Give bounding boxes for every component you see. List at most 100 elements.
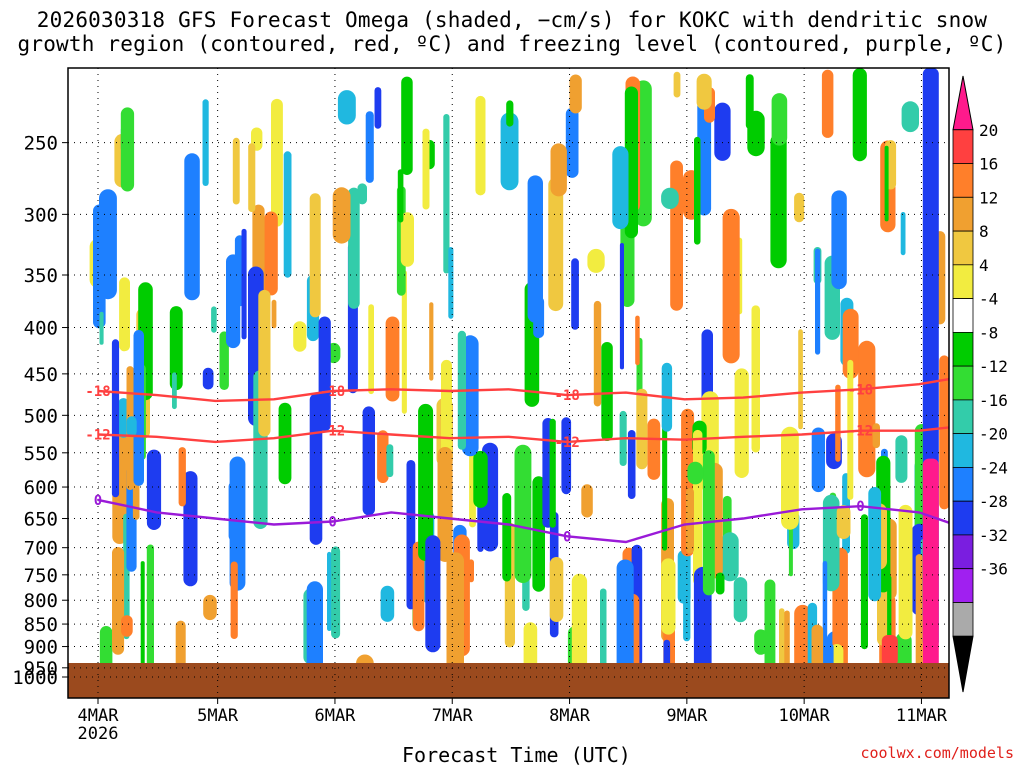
omega-cell <box>661 187 679 209</box>
omega-cell <box>397 169 404 223</box>
omega-cell <box>532 476 545 592</box>
omega-shading <box>89 68 949 698</box>
colorbar-segment <box>952 433 974 468</box>
y-tick-label: 650 <box>24 509 58 531</box>
omega-cell <box>365 111 374 183</box>
omega-cell <box>502 493 512 582</box>
omega-cell <box>401 76 413 175</box>
contour-label: 0 <box>563 529 571 545</box>
omega-cell <box>112 547 125 655</box>
y-axis: 2503003504004505005506006507007508008509… <box>12 133 68 689</box>
x-tick-label: 4MAR <box>78 706 120 726</box>
omega-cell <box>868 487 882 602</box>
omega-cell <box>884 145 889 222</box>
omega-cell <box>842 308 859 379</box>
credit-link[interactable]: coolwx.com/models <box>860 744 1014 762</box>
omega-cell <box>418 403 434 562</box>
colorbar-segment <box>952 230 974 266</box>
contour-label: -12 <box>85 428 110 444</box>
omega-cell <box>635 315 640 366</box>
omega-cell <box>601 342 613 441</box>
omega-cell <box>241 228 247 340</box>
colorbar-segment <box>952 331 974 367</box>
omega-cell <box>858 340 876 478</box>
colorbar-tick-label: -28 <box>979 492 1008 511</box>
y-tick-label: 300 <box>24 204 58 226</box>
ground-layer <box>68 663 949 698</box>
omega-cell <box>561 417 572 495</box>
colorbar-cap-bottom <box>952 635 974 693</box>
x-tick-label: 9MAR <box>666 706 708 726</box>
x-tick-label: 11MAR <box>896 706 948 726</box>
contour-lines: -18 -18 -18 -18 -12 -12 -12 -12 0 0 0 0 <box>85 377 949 545</box>
omega-cell <box>821 69 834 138</box>
omega-cell <box>258 289 271 437</box>
omega-cell <box>293 321 307 352</box>
omega-cell <box>119 277 130 352</box>
colorbar-segment <box>952 365 974 401</box>
omega-cell <box>446 552 464 698</box>
colorbar-tick-label: 16 <box>979 155 998 174</box>
y-tick-label: 250 <box>24 133 58 155</box>
omega-cell <box>146 449 162 530</box>
omega-cell <box>696 73 712 110</box>
omega-cell <box>232 137 240 205</box>
omega-cell <box>815 248 821 355</box>
omega-cell <box>852 68 867 162</box>
omega-cell <box>228 481 239 542</box>
omega-cell <box>425 535 441 653</box>
omega-cell <box>771 93 788 146</box>
omega-cell <box>939 355 949 510</box>
omega-cell <box>172 372 177 410</box>
y-tick-label: 750 <box>24 565 58 587</box>
contour-label: -18 <box>85 384 110 400</box>
omega-cell <box>183 471 198 587</box>
omega-cell <box>781 426 799 530</box>
colorbar-tick-label: 20 <box>979 121 998 140</box>
omega-cell <box>475 95 486 196</box>
omega-cell <box>99 311 104 345</box>
omega-cell <box>587 248 605 273</box>
colorbar-tick-label: -36 <box>979 560 1008 579</box>
omega-cell <box>619 243 624 370</box>
colorbar-segment <box>952 500 974 536</box>
omega-cell <box>120 107 135 192</box>
omega-cell <box>118 398 129 438</box>
omega-cell <box>412 541 425 632</box>
omega-cell <box>226 254 241 349</box>
contour-label: -12 <box>555 435 580 451</box>
omega-cell <box>362 406 375 516</box>
colorbar-tick-label: -32 <box>979 526 1008 545</box>
y-tick-label: 800 <box>24 590 58 612</box>
omega-cell <box>612 146 629 230</box>
colorbar-tick-label: -12 <box>979 357 1008 376</box>
omega-cell <box>798 329 803 430</box>
omega-cell <box>230 561 238 639</box>
colorbar-tick-label: 4 <box>979 256 989 275</box>
colorbar-segment <box>952 568 974 603</box>
omega-cell <box>548 177 564 312</box>
omega-cell <box>860 514 868 650</box>
omega-cell <box>377 430 389 483</box>
omega-cell <box>332 187 351 244</box>
omega-cell <box>111 339 120 498</box>
omega-cell <box>687 461 704 485</box>
omega-cell <box>443 114 450 274</box>
y-tick-label: 500 <box>24 405 58 427</box>
colorbar-segment <box>952 163 974 198</box>
colorbar-tick-label: -24 <box>979 458 1008 477</box>
contour--18 <box>97 377 949 403</box>
omega-cell <box>331 546 341 639</box>
chart-title-line-2: growth region (contoured, red, ºC) and f… <box>17 32 1007 56</box>
colorbar-tick-label: -4 <box>979 290 998 309</box>
omega-cell <box>429 302 434 381</box>
colorbar-cap-top <box>952 75 974 131</box>
omega-cell <box>663 639 671 698</box>
omega-cell <box>437 447 453 562</box>
omega-cell <box>202 367 214 390</box>
omega-cell <box>549 418 556 528</box>
colorbar-tick-label: -20 <box>979 425 1008 444</box>
x-tick-label: 10MAR <box>779 706 831 726</box>
omega-cell <box>636 388 648 470</box>
omega-cell <box>722 208 740 364</box>
